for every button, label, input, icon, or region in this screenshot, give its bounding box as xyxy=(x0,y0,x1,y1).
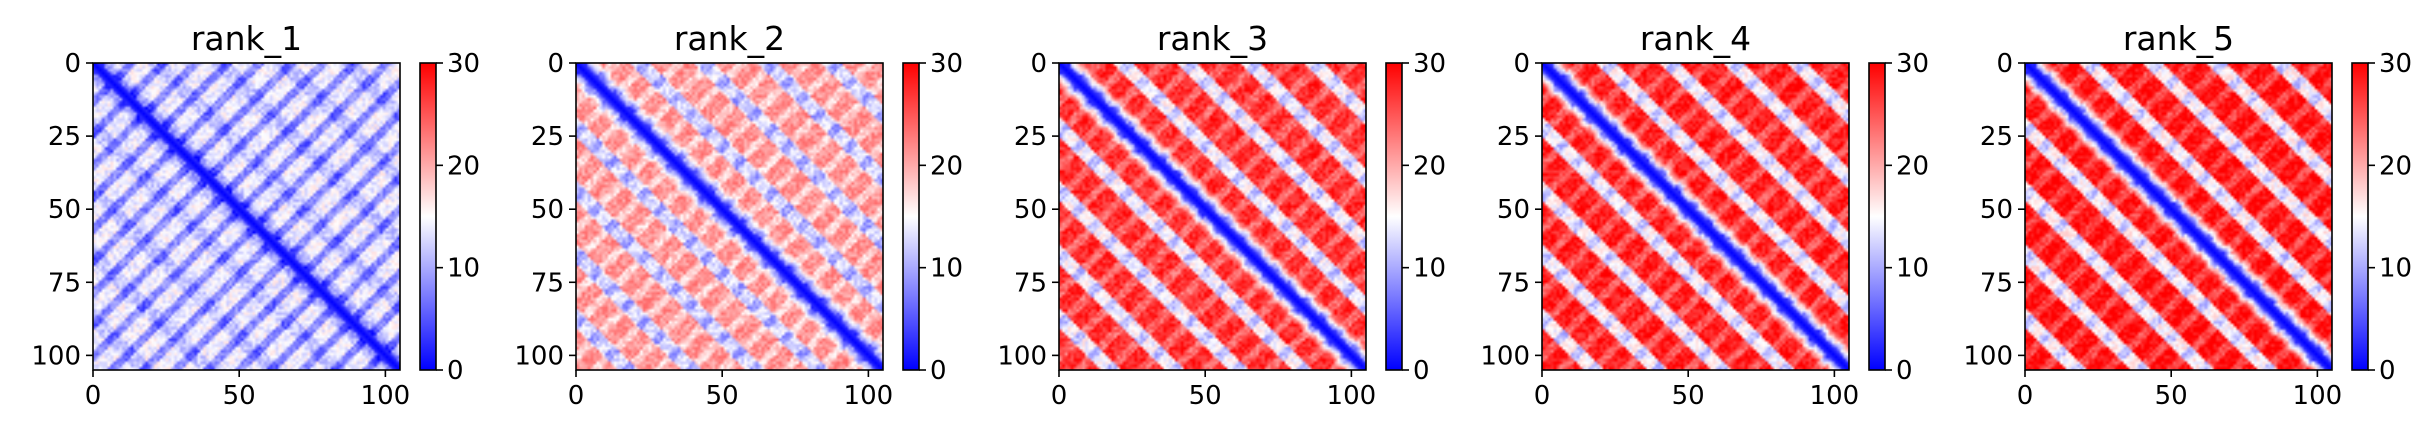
colorbar-tick-label: 20 xyxy=(447,151,480,181)
chart-title: rank_4 xyxy=(1640,19,1751,58)
colorbar-tick-label: 10 xyxy=(1896,254,1929,284)
y-tick-label: 25 xyxy=(531,122,564,152)
y-tick-label: 0 xyxy=(1513,49,1530,79)
colorbar-tick-label: 30 xyxy=(2379,49,2412,79)
colorbar xyxy=(420,63,436,370)
colorbar-tick-label: 30 xyxy=(1413,49,1446,79)
y-tick-label: 50 xyxy=(531,195,564,225)
x-tick-label: 100 xyxy=(2293,381,2343,411)
heatmap-frame xyxy=(92,62,401,371)
y-tick-label: 25 xyxy=(48,122,81,152)
colorbar-tick-label: 20 xyxy=(1896,151,1929,181)
y-tick-label: 100 xyxy=(514,341,564,371)
colorbar-tick-label: 20 xyxy=(1413,151,1446,181)
chart-title: rank_3 xyxy=(1157,19,1268,58)
y-tick-label: 75 xyxy=(48,268,81,298)
colorbar-tick-label: 30 xyxy=(930,49,963,79)
x-tick-label: 100 xyxy=(1810,381,1860,411)
chart-title: rank_2 xyxy=(674,19,785,58)
y-tick-label: 75 xyxy=(1497,268,1530,298)
heatmap-image xyxy=(576,63,883,370)
y-tick-label: 0 xyxy=(1030,49,1047,79)
heatmap-frame xyxy=(2024,62,2333,371)
y-tick-label: 50 xyxy=(1014,195,1047,225)
y-tick-label: 100 xyxy=(997,341,1047,371)
x-tick-label: 50 xyxy=(1672,381,1705,411)
heatmap-frame xyxy=(1541,62,1850,371)
colorbar-tick-label: 0 xyxy=(1413,356,1430,386)
colorbar-tick-label: 10 xyxy=(447,254,480,284)
x-tick-label: 0 xyxy=(1051,381,1068,411)
x-tick-label: 0 xyxy=(568,381,585,411)
x-tick-label: 50 xyxy=(1189,381,1222,411)
x-tick-label: 100 xyxy=(1327,381,1377,411)
y-tick-label: 50 xyxy=(1980,195,2013,225)
y-tick-label: 75 xyxy=(1980,268,2013,298)
x-tick-label: 100 xyxy=(844,381,894,411)
colorbar-tick-label: 0 xyxy=(2379,356,2396,386)
chart-title: rank_1 xyxy=(191,19,302,58)
colorbar xyxy=(2352,63,2368,370)
x-tick-label: 0 xyxy=(1534,381,1551,411)
y-tick-label: 0 xyxy=(64,49,81,79)
colorbar-frame xyxy=(419,62,437,371)
y-tick-label: 50 xyxy=(1497,195,1530,225)
heatmap-frame xyxy=(575,62,884,371)
x-tick-label: 50 xyxy=(706,381,739,411)
y-tick-label: 100 xyxy=(1963,341,2013,371)
x-tick-label: 0 xyxy=(85,381,102,411)
colorbar xyxy=(1869,63,1885,370)
colorbar-tick-label: 0 xyxy=(447,356,464,386)
y-tick-label: 25 xyxy=(1497,122,1530,152)
colorbar xyxy=(903,63,919,370)
heatmap-image xyxy=(2025,63,2332,370)
colorbar-tick-label: 10 xyxy=(930,254,963,284)
x-tick-label: 100 xyxy=(361,381,411,411)
colorbar-tick-label: 20 xyxy=(2379,151,2412,181)
y-tick-label: 75 xyxy=(1014,268,1047,298)
y-tick-label: 100 xyxy=(31,341,81,371)
colorbar-tick-label: 10 xyxy=(1413,254,1446,284)
colorbar-tick-label: 10 xyxy=(2379,254,2412,284)
heatmap-frame xyxy=(1058,62,1367,371)
colorbar-frame xyxy=(902,62,920,371)
x-tick-label: 50 xyxy=(2155,381,2188,411)
colorbar xyxy=(1386,63,1402,370)
heatmap-image xyxy=(93,63,400,370)
y-tick-label: 25 xyxy=(1980,122,2013,152)
colorbar-tick-label: 0 xyxy=(1896,356,1913,386)
x-tick-label: 50 xyxy=(223,381,256,411)
colorbar-tick-label: 20 xyxy=(930,151,963,181)
heatmap-image xyxy=(1059,63,1366,370)
y-tick-label: 50 xyxy=(48,195,81,225)
colorbar-frame xyxy=(2351,62,2369,371)
chart-title: rank_5 xyxy=(2123,19,2234,58)
colorbar-frame xyxy=(1868,62,1886,371)
y-tick-label: 0 xyxy=(547,49,564,79)
y-tick-label: 25 xyxy=(1014,122,1047,152)
colorbar-frame xyxy=(1385,62,1403,371)
heatmap-image xyxy=(1542,63,1849,370)
y-tick-label: 75 xyxy=(531,268,564,298)
colorbar-tick-label: 30 xyxy=(1896,49,1929,79)
y-tick-label: 100 xyxy=(1480,341,1530,371)
colorbar-tick-label: 0 xyxy=(930,356,947,386)
colorbar-tick-label: 30 xyxy=(447,49,480,79)
x-tick-label: 0 xyxy=(2017,381,2034,411)
y-tick-label: 0 xyxy=(1996,49,2013,79)
